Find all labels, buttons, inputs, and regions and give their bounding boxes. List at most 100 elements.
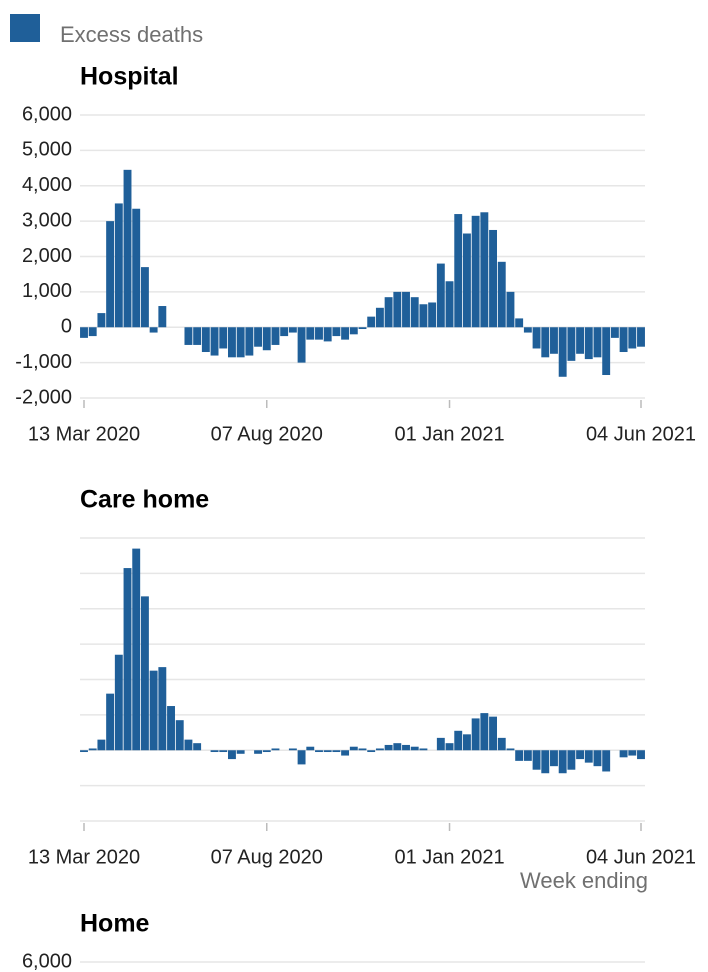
- bar: [219, 750, 228, 753]
- bar: [175, 720, 184, 751]
- bar: [462, 734, 471, 751]
- bar: [332, 750, 341, 753]
- x-tick-label: 13 Mar 2020: [28, 846, 140, 868]
- bar: [558, 750, 567, 774]
- bar: [489, 229, 497, 328]
- bar: [349, 327, 358, 335]
- bar: [367, 316, 376, 328]
- bar: [210, 750, 219, 753]
- x-tick-label: 07 Aug 2020: [211, 846, 323, 868]
- bar: [436, 737, 445, 751]
- bar: [602, 750, 611, 772]
- bar: [384, 744, 393, 751]
- bar: [576, 750, 585, 760]
- bar: [88, 327, 97, 337]
- bar: [97, 739, 106, 751]
- bar: [193, 327, 202, 345]
- bar: [315, 327, 323, 340]
- bar: [158, 306, 167, 328]
- x-tick-label: 04 Jun 2021: [586, 846, 696, 868]
- bar: [610, 327, 619, 338]
- bar: [436, 263, 445, 328]
- bar: [593, 327, 602, 358]
- bar: [210, 327, 219, 356]
- bar: [419, 748, 428, 751]
- bar: [315, 750, 323, 753]
- bar: [489, 716, 497, 751]
- bar: [297, 750, 306, 765]
- y-tick-label: -2,000: [15, 386, 72, 408]
- bar: [97, 313, 106, 328]
- bar: [262, 750, 271, 753]
- bar: [201, 327, 210, 353]
- bar: [271, 748, 280, 751]
- bar: [193, 743, 202, 751]
- bar: [567, 327, 576, 361]
- bar: [497, 737, 506, 751]
- bar: [236, 327, 245, 358]
- bar: [593, 750, 602, 767]
- bar: [123, 568, 132, 751]
- bar: [550, 750, 558, 767]
- bar: [184, 327, 193, 345]
- bar: [393, 291, 402, 328]
- bar: [323, 750, 332, 753]
- bar: [167, 706, 175, 751]
- bar: [410, 297, 419, 328]
- bar: [384, 297, 393, 328]
- bar: [123, 169, 132, 328]
- bar: [140, 596, 149, 751]
- bar: [419, 304, 428, 328]
- bar: [402, 291, 410, 328]
- bar: [245, 327, 254, 356]
- bar: [114, 654, 123, 751]
- x-axis-label: Week ending: [520, 868, 648, 893]
- bar: [515, 318, 524, 328]
- chart-title: Care home: [80, 486, 209, 514]
- bar: [637, 750, 645, 760]
- x-tick-label: 01 Jan 2021: [394, 423, 504, 445]
- bar: [462, 233, 471, 328]
- bar: [584, 327, 593, 360]
- bar: [619, 750, 628, 758]
- bar: [454, 214, 463, 328]
- bar: [558, 327, 567, 377]
- bar: [106, 693, 115, 751]
- bar: [132, 208, 141, 328]
- bar: [541, 750, 550, 774]
- bar: [480, 713, 489, 751]
- bar: [280, 327, 289, 337]
- bar: [523, 750, 532, 761]
- bar: [628, 750, 637, 756]
- bar: [358, 327, 367, 330]
- bar: [497, 261, 506, 328]
- y-tick-label: -1,000: [15, 351, 72, 373]
- bar: [619, 327, 628, 353]
- bar: [410, 746, 419, 751]
- bar: [532, 327, 541, 349]
- y-tick-label: 4,000: [22, 174, 72, 196]
- y-tick-label: 3,000: [22, 209, 72, 231]
- bar: [349, 746, 358, 751]
- bar: [271, 327, 280, 345]
- bar: [80, 327, 88, 338]
- bar: [297, 327, 306, 363]
- bar: [506, 291, 515, 328]
- bar: [132, 548, 141, 751]
- bar: [306, 746, 315, 751]
- bar: [445, 743, 454, 751]
- bar: [480, 212, 489, 328]
- bar: [454, 730, 463, 751]
- legend-swatch: [10, 14, 40, 42]
- bar: [550, 327, 558, 354]
- y-tick-label: 1,000: [22, 280, 72, 302]
- bar: [341, 327, 350, 340]
- bar: [88, 748, 97, 751]
- bar: [288, 327, 297, 333]
- bar: [306, 327, 315, 340]
- bar: [106, 221, 115, 328]
- bar: [236, 750, 245, 754]
- bar: [602, 327, 611, 376]
- x-tick-label: 01 Jan 2021: [394, 846, 504, 868]
